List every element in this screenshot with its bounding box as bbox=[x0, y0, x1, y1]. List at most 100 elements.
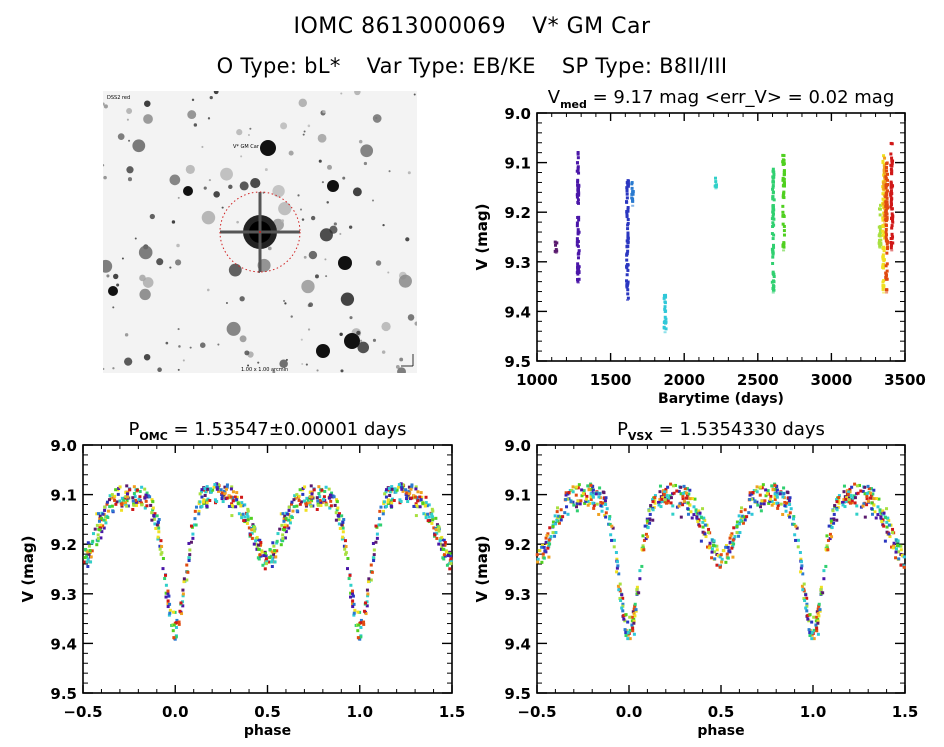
data-point bbox=[799, 560, 803, 564]
data-point bbox=[714, 180, 718, 184]
data-point bbox=[423, 504, 427, 508]
data-point bbox=[781, 512, 785, 516]
data-point bbox=[620, 606, 624, 610]
data-point bbox=[784, 501, 788, 505]
data-point bbox=[157, 526, 161, 530]
data-cluster bbox=[885, 291, 889, 294]
data-point bbox=[409, 487, 413, 491]
data-point bbox=[891, 159, 895, 163]
data-point bbox=[576, 272, 580, 276]
data-point bbox=[870, 501, 874, 505]
data-point bbox=[626, 207, 630, 211]
data-point bbox=[200, 488, 204, 492]
data-point bbox=[379, 505, 383, 509]
data-point bbox=[566, 512, 570, 516]
data-point bbox=[632, 621, 636, 625]
data-point bbox=[365, 588, 369, 592]
data-point bbox=[412, 504, 416, 508]
data-point bbox=[140, 485, 144, 489]
data-point bbox=[199, 490, 203, 494]
data-point bbox=[163, 577, 167, 581]
data-point bbox=[858, 483, 862, 487]
data-point bbox=[806, 617, 810, 621]
data-point bbox=[551, 520, 555, 524]
data-point bbox=[889, 141, 893, 145]
data-point bbox=[157, 530, 161, 534]
data-point bbox=[434, 528, 438, 532]
data-point bbox=[197, 509, 201, 513]
data-point bbox=[890, 212, 894, 216]
data-point bbox=[773, 495, 777, 499]
data-point bbox=[816, 607, 820, 611]
data-point bbox=[630, 615, 634, 619]
star bbox=[240, 155, 243, 158]
data-point bbox=[448, 552, 452, 556]
star bbox=[405, 237, 410, 242]
data-point bbox=[372, 559, 376, 563]
data-point bbox=[393, 487, 397, 491]
data-point bbox=[881, 509, 885, 513]
data-point bbox=[805, 609, 809, 613]
data-point bbox=[626, 239, 630, 243]
data-point bbox=[781, 194, 785, 198]
plot-title: POMC = 1.53547±0.00001 days bbox=[129, 419, 407, 443]
data-point bbox=[664, 327, 668, 331]
data-point bbox=[254, 542, 258, 546]
data-point bbox=[110, 493, 114, 497]
data-cluster bbox=[878, 246, 882, 249]
data-point bbox=[243, 515, 247, 519]
data-point bbox=[336, 506, 340, 510]
data-point bbox=[181, 604, 185, 608]
y-tick-label: 9.2 bbox=[50, 536, 77, 554]
data-point bbox=[335, 500, 339, 504]
data-point bbox=[852, 494, 856, 498]
data-point bbox=[625, 189, 629, 193]
data-point bbox=[576, 151, 580, 155]
data-point bbox=[250, 531, 254, 535]
data-point bbox=[604, 496, 608, 500]
data-point bbox=[653, 499, 657, 503]
data-point bbox=[878, 510, 882, 514]
data-point bbox=[250, 528, 254, 532]
data-point bbox=[324, 485, 328, 489]
data-point bbox=[106, 515, 110, 519]
data-point bbox=[707, 546, 711, 550]
data-point bbox=[337, 517, 341, 521]
data-point bbox=[603, 513, 607, 517]
x-tick-label: −0.5 bbox=[517, 703, 556, 721]
data-point bbox=[191, 532, 195, 536]
data-point bbox=[575, 169, 579, 173]
data-point bbox=[775, 493, 779, 497]
data-point bbox=[822, 569, 826, 573]
data-point bbox=[209, 487, 213, 491]
data-point bbox=[427, 515, 431, 519]
data-point bbox=[814, 623, 818, 627]
data-point bbox=[271, 557, 275, 561]
data-point bbox=[377, 523, 381, 527]
x-axis-label: phase bbox=[697, 723, 744, 739]
star bbox=[239, 181, 249, 191]
data-point bbox=[575, 240, 579, 244]
data-point bbox=[881, 160, 885, 164]
data-point bbox=[753, 500, 757, 504]
data-point bbox=[438, 539, 442, 543]
data-point bbox=[897, 557, 901, 561]
star bbox=[102, 164, 105, 167]
data-point bbox=[84, 547, 88, 551]
data-point bbox=[890, 207, 894, 211]
data-point bbox=[267, 560, 271, 564]
data-point bbox=[206, 487, 210, 491]
timeseries-plot: 1000 1500 2000 2500 3000 35009.09.19.29.39.49… bbox=[473, 87, 926, 407]
x-axis-label: phase bbox=[244, 723, 291, 739]
data-point bbox=[264, 554, 268, 558]
data-point bbox=[424, 513, 428, 517]
data-point bbox=[91, 532, 95, 536]
data-point bbox=[229, 495, 233, 499]
data-point bbox=[189, 524, 193, 528]
data-point bbox=[553, 514, 557, 518]
star bbox=[185, 164, 195, 175]
data-point bbox=[86, 565, 90, 569]
data-point bbox=[671, 484, 675, 488]
data-point bbox=[392, 498, 396, 502]
data-point bbox=[626, 268, 630, 272]
